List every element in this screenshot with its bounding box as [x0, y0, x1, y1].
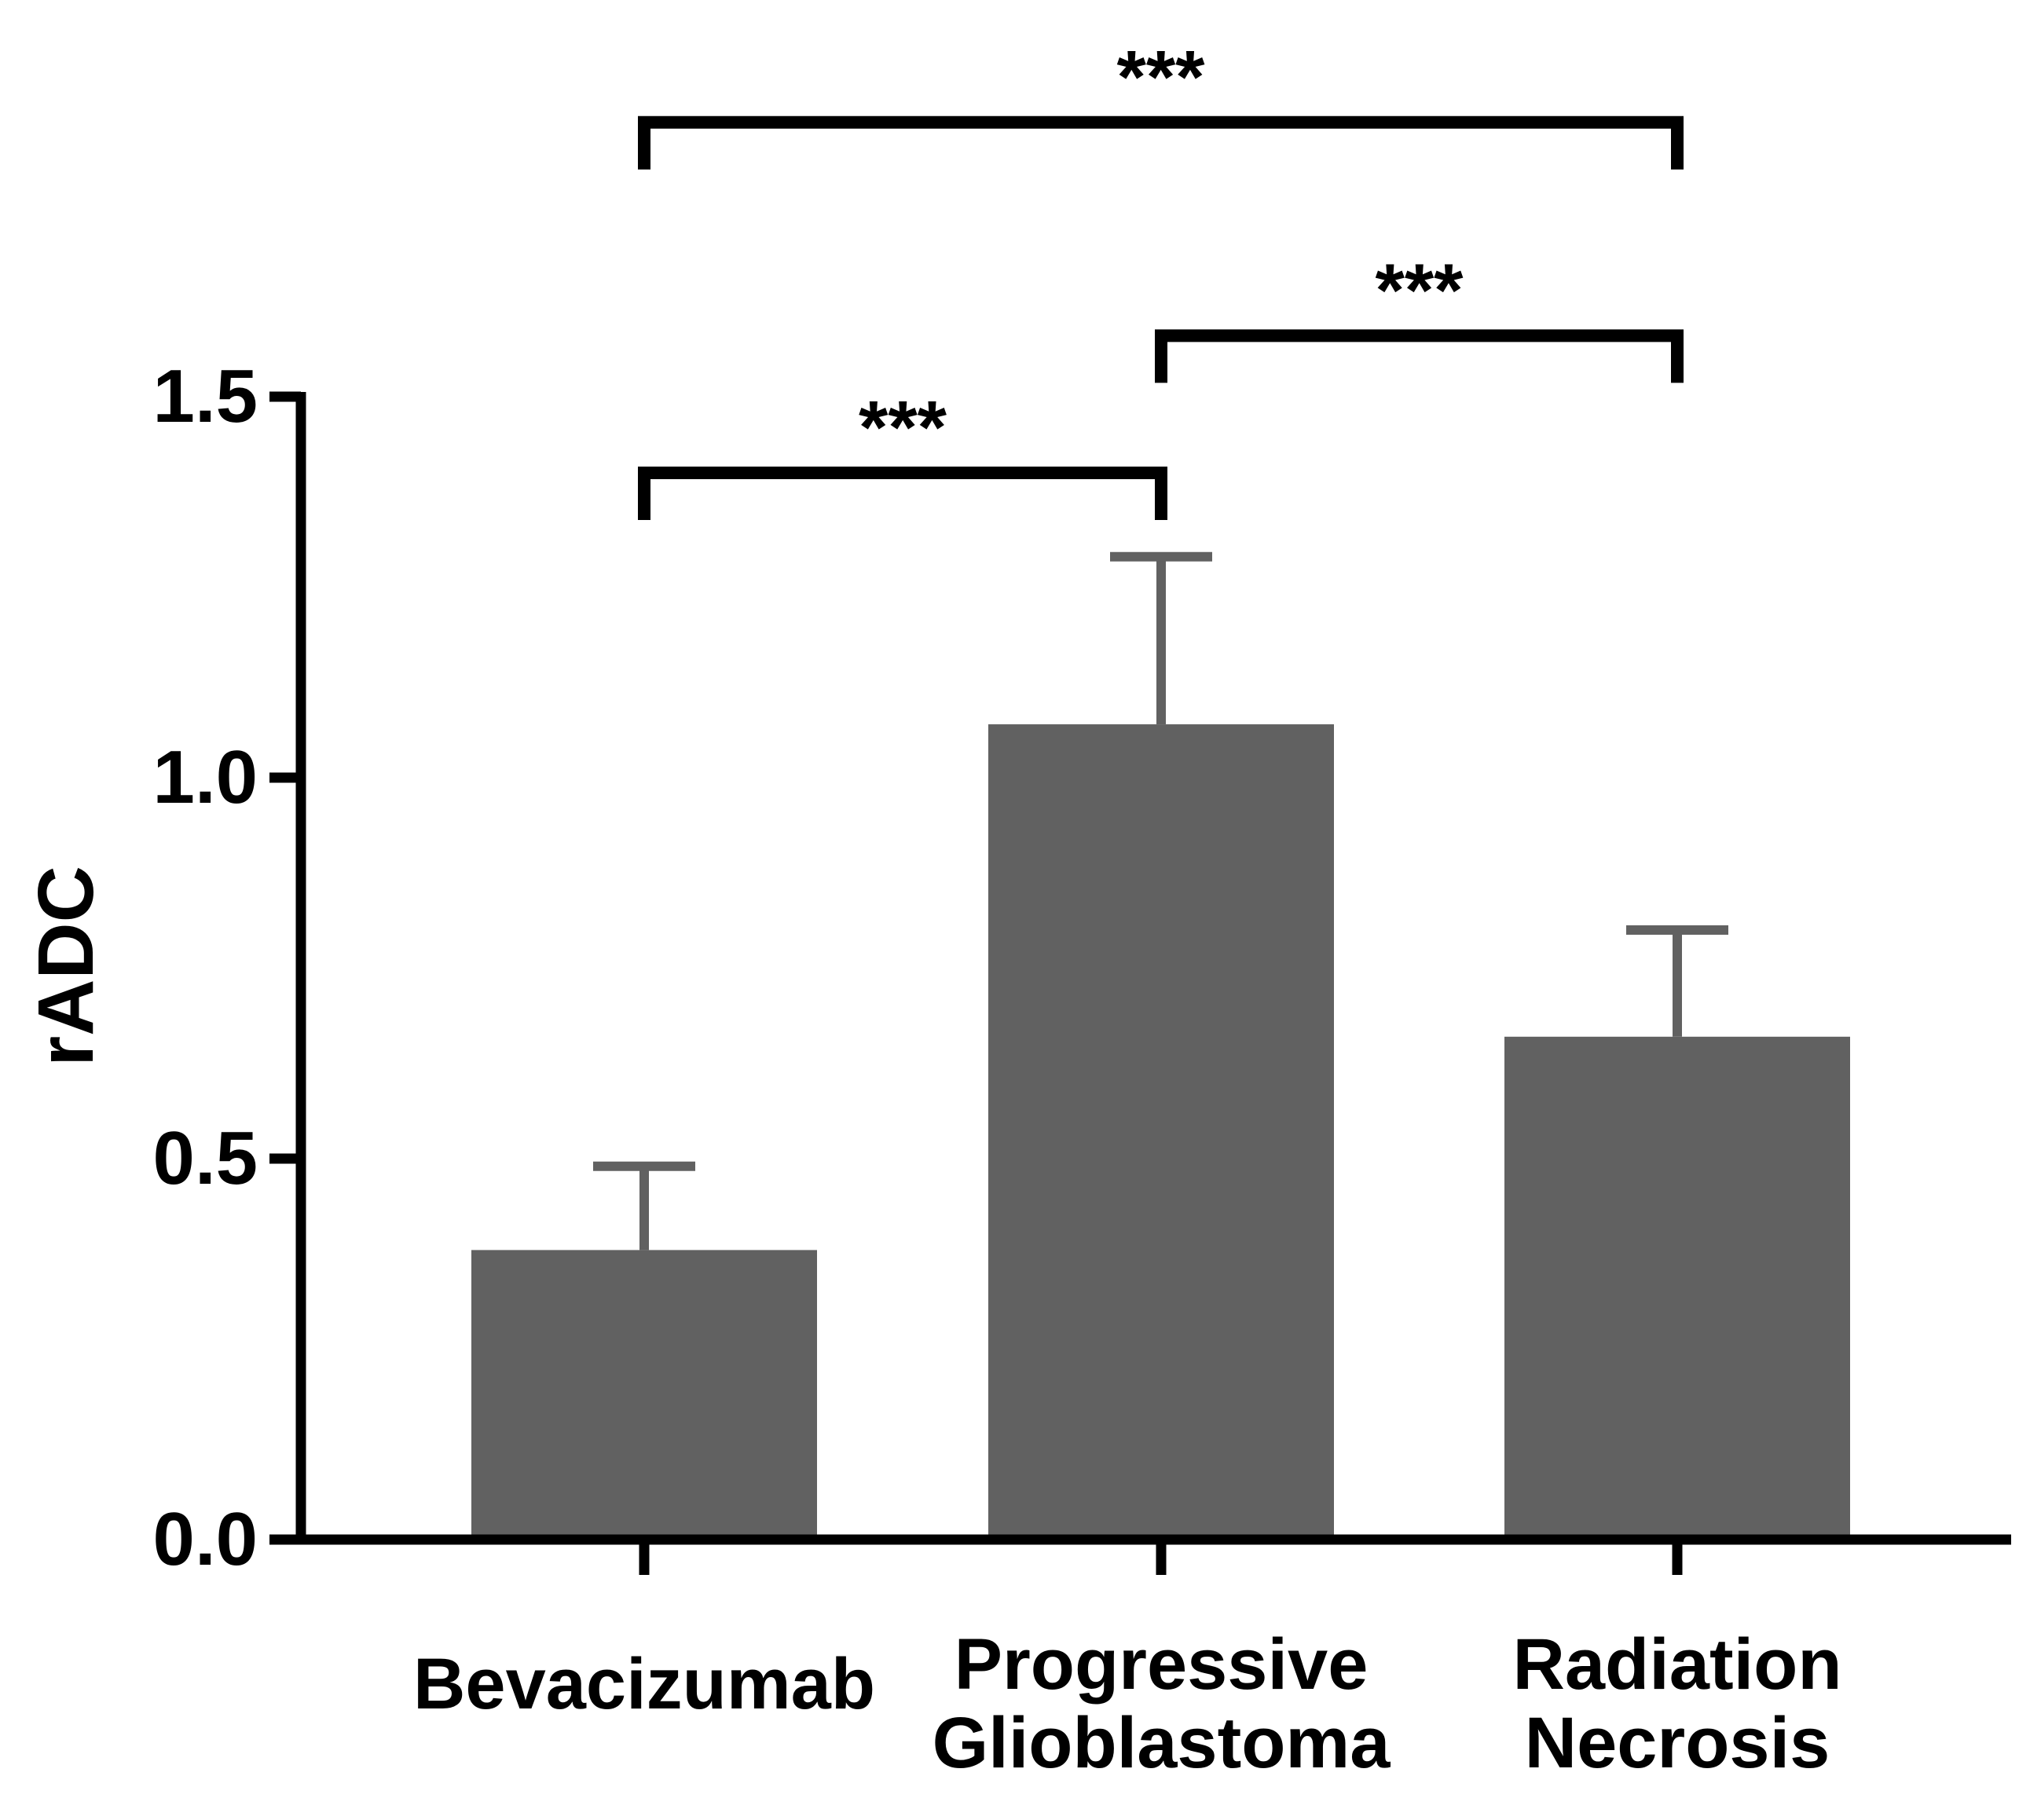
- axes-layer: 0.0 0.5 1.0 1.5 Bevacizumab ProgressiveGliobl…: [153, 354, 2011, 1783]
- bar-2: [1504, 1036, 1850, 1540]
- bars-layer: [471, 724, 1850, 1540]
- x-category-label-2-1: Necrosis: [1525, 1703, 1830, 1783]
- x-category-label-2-0: Radiation: [1512, 1624, 1841, 1705]
- significance-layer: *** *** ***: [638, 35, 1684, 520]
- x-category-label-0-0: Bevacizumab: [413, 1644, 875, 1724]
- significance-label-1: ***: [1375, 248, 1464, 332]
- error-bars-layer: [593, 551, 1728, 1251]
- significance-label-2: ***: [859, 386, 947, 470]
- y-axis-title: rADC: [22, 866, 110, 1067]
- significance-label-0: ***: [1116, 35, 1205, 119]
- bar-0: [471, 1250, 817, 1540]
- y-tick-label-0: 0.0: [153, 1497, 258, 1581]
- bar-1: [988, 724, 1334, 1540]
- y-tick-label-2: 1.0: [153, 735, 258, 819]
- significance-bracket-1: [1155, 329, 1684, 383]
- y-tick-label-3: 1.5: [153, 354, 258, 438]
- significance-bracket-0: [638, 115, 1684, 170]
- x-category-label-1-0: Progressive: [955, 1624, 1369, 1705]
- x-category-label-1-1: Glioblastoma: [933, 1703, 1391, 1783]
- significance-bracket-2: [638, 467, 1167, 520]
- y-tick-label-1: 0.5: [153, 1116, 258, 1200]
